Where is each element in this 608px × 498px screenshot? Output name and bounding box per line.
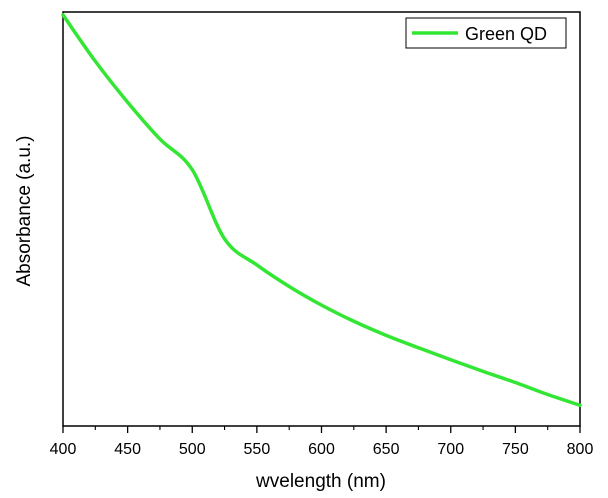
x-tick-label-400: 400 — [50, 441, 77, 458]
x-axis-title: wvelength (nm) — [255, 471, 386, 492]
legend: Green QD — [405, 17, 567, 49]
x-tick-label-450: 450 — [114, 441, 141, 458]
x-tick-label-550: 550 — [244, 441, 271, 458]
plot-frame — [62, 11, 581, 427]
legend-label-green-qd: Green QD — [465, 24, 547, 44]
x-axis-ticks — [62, 426, 581, 433]
x-tick-label-500: 500 — [179, 441, 206, 458]
y-axis-title: Absorbance (a.u.) — [14, 135, 35, 286]
x-tick-label-750: 750 — [502, 441, 529, 458]
x-tick-label-800: 800 — [567, 441, 594, 458]
series-line-green-qd — [61, 13, 582, 408]
x-axis-tick-labels: 400 450 500 550 600 650 700 750 800 — [50, 441, 594, 458]
x-tick-label-600: 600 — [308, 441, 335, 458]
x-tick-label-700: 700 — [437, 441, 464, 458]
x-tick-label-650: 650 — [373, 441, 400, 458]
